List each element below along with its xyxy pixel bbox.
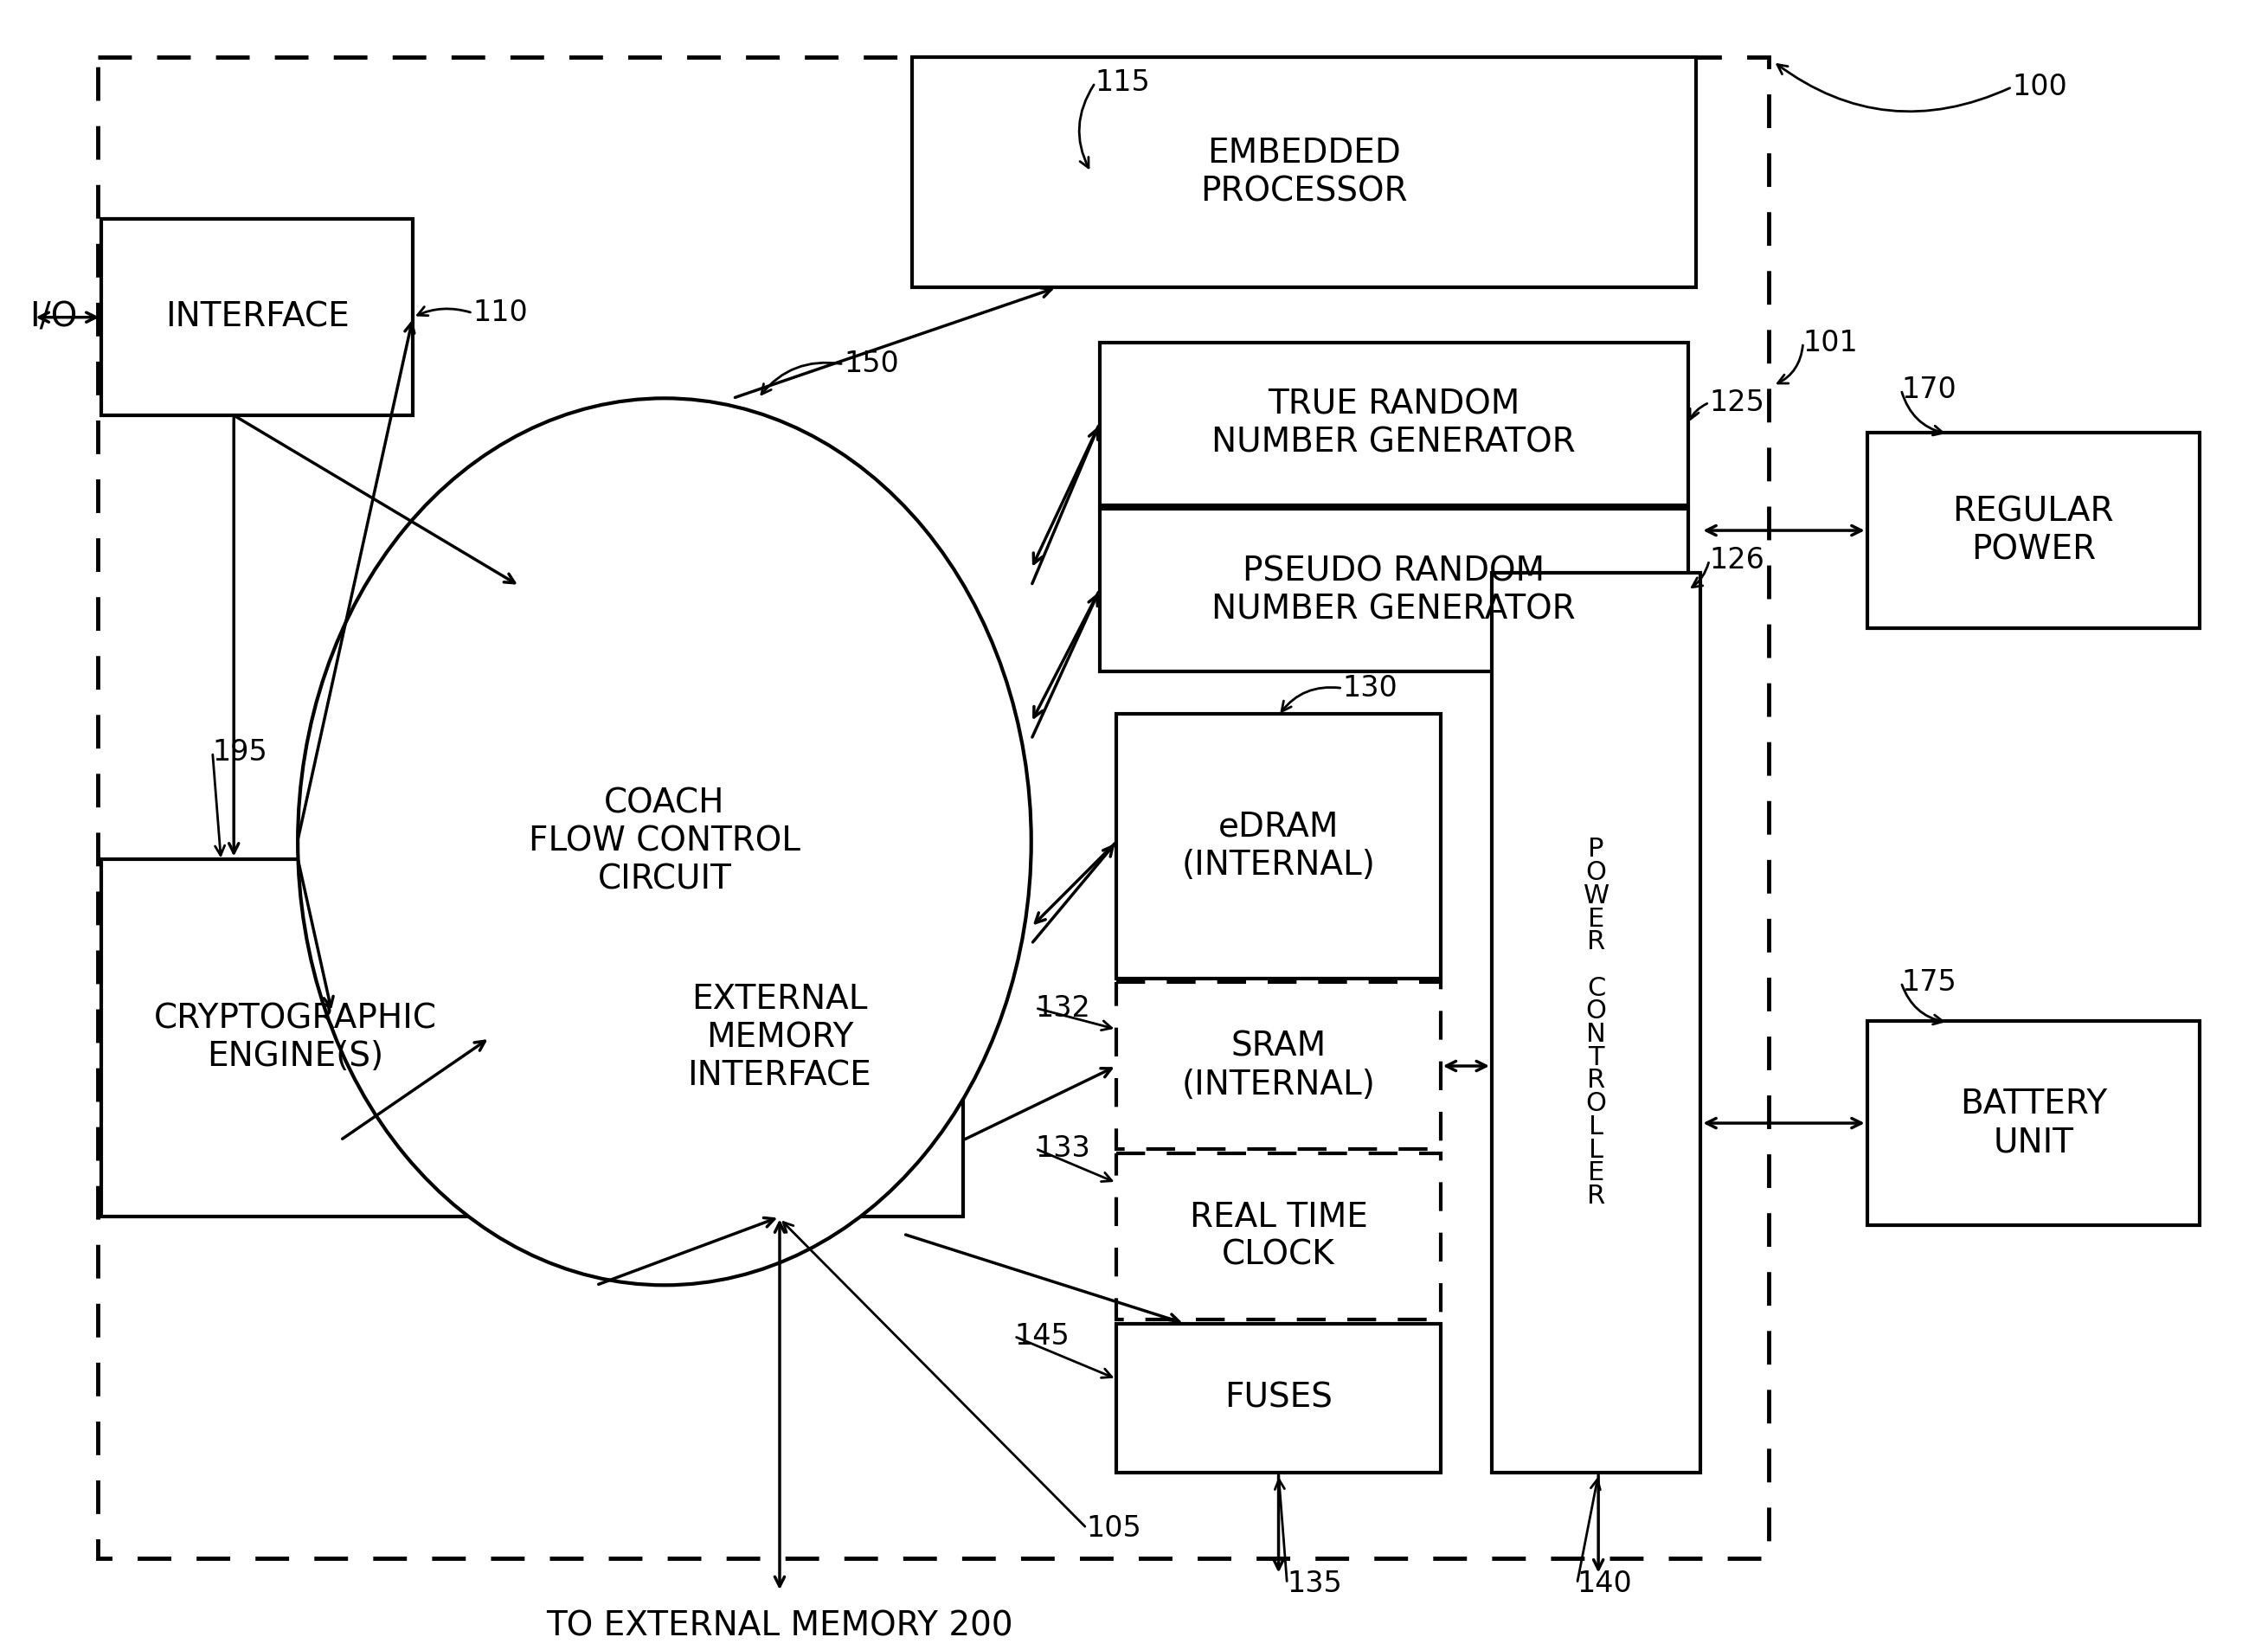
Text: 140: 140 <box>1576 1569 1633 1597</box>
Bar <box>1116 982 1440 1148</box>
Bar <box>102 858 490 1218</box>
Bar <box>1116 1323 1440 1473</box>
Text: 105: 105 <box>1086 1515 1141 1543</box>
Text: COACH
FLOW CONTROL
CIRCUIT: COACH FLOW CONTROL CIRCUIT <box>528 787 801 896</box>
Ellipse shape <box>297 398 1032 1285</box>
Bar <box>1100 510 1687 672</box>
Text: REGULAR
POWER: REGULAR POWER <box>1953 495 2114 566</box>
Text: 126: 126 <box>1710 546 1765 574</box>
Bar <box>102 219 413 416</box>
Bar <box>1492 573 1701 1473</box>
Text: 150: 150 <box>844 350 898 378</box>
Text: 133: 133 <box>1036 1135 1091 1163</box>
Text: 132: 132 <box>1036 993 1091 1023</box>
Text: 100: 100 <box>2012 73 2066 101</box>
Bar <box>1867 432 2200 629</box>
Text: BATTERY
UNIT: BATTERY UNIT <box>1960 1087 2107 1158</box>
Text: P
O
W
E
R

C
O
N
T
R
O
L
L
E
R: P O W E R C O N T R O L L E R <box>1583 837 1610 1209</box>
Text: FUSES: FUSES <box>1225 1381 1334 1414</box>
Bar <box>1867 1021 2200 1226</box>
Bar <box>912 58 1696 287</box>
Text: EXTERNAL
MEMORY
INTERFACE: EXTERNAL MEMORY INTERFACE <box>687 983 871 1092</box>
Text: 195: 195 <box>213 738 268 767</box>
Bar <box>1116 714 1440 978</box>
Text: 101: 101 <box>1803 328 1857 356</box>
Text: 125: 125 <box>1710 388 1765 417</box>
Text: 130: 130 <box>1343 673 1397 703</box>
Text: I/O: I/O <box>29 300 77 333</box>
Text: INTERFACE: INTERFACE <box>166 300 349 333</box>
Text: 115: 115 <box>1095 69 1150 97</box>
Text: 110: 110 <box>472 299 528 327</box>
Text: TO EXTERNAL MEMORY 200: TO EXTERNAL MEMORY 200 <box>547 1610 1014 1643</box>
Text: 135: 135 <box>1286 1569 1343 1597</box>
Text: 145: 145 <box>1014 1322 1068 1351</box>
Bar <box>1116 1153 1440 1320</box>
Text: eDRAM
(INTERNAL): eDRAM (INTERNAL) <box>1182 810 1374 881</box>
Text: REAL TIME
CLOCK: REAL TIME CLOCK <box>1188 1201 1368 1272</box>
Text: 175: 175 <box>1901 969 1957 997</box>
Text: EMBEDDED
PROCESSOR: EMBEDDED PROCESSOR <box>1200 137 1408 208</box>
Bar <box>98 58 1769 1558</box>
Text: CRYPTOGRAPHIC
ENGINE(S): CRYPTOGRAPHIC ENGINE(S) <box>154 1002 438 1072</box>
Bar <box>596 858 964 1218</box>
Text: SRAM
(INTERNAL): SRAM (INTERNAL) <box>1182 1030 1374 1101</box>
Text: PSEUDO RANDOM
NUMBER GENERATOR: PSEUDO RANDOM NUMBER GENERATOR <box>1211 554 1576 625</box>
Text: TRUE RANDOM
NUMBER GENERATOR: TRUE RANDOM NUMBER GENERATOR <box>1211 388 1576 459</box>
Bar <box>1100 343 1687 505</box>
Text: 170: 170 <box>1901 376 1957 404</box>
